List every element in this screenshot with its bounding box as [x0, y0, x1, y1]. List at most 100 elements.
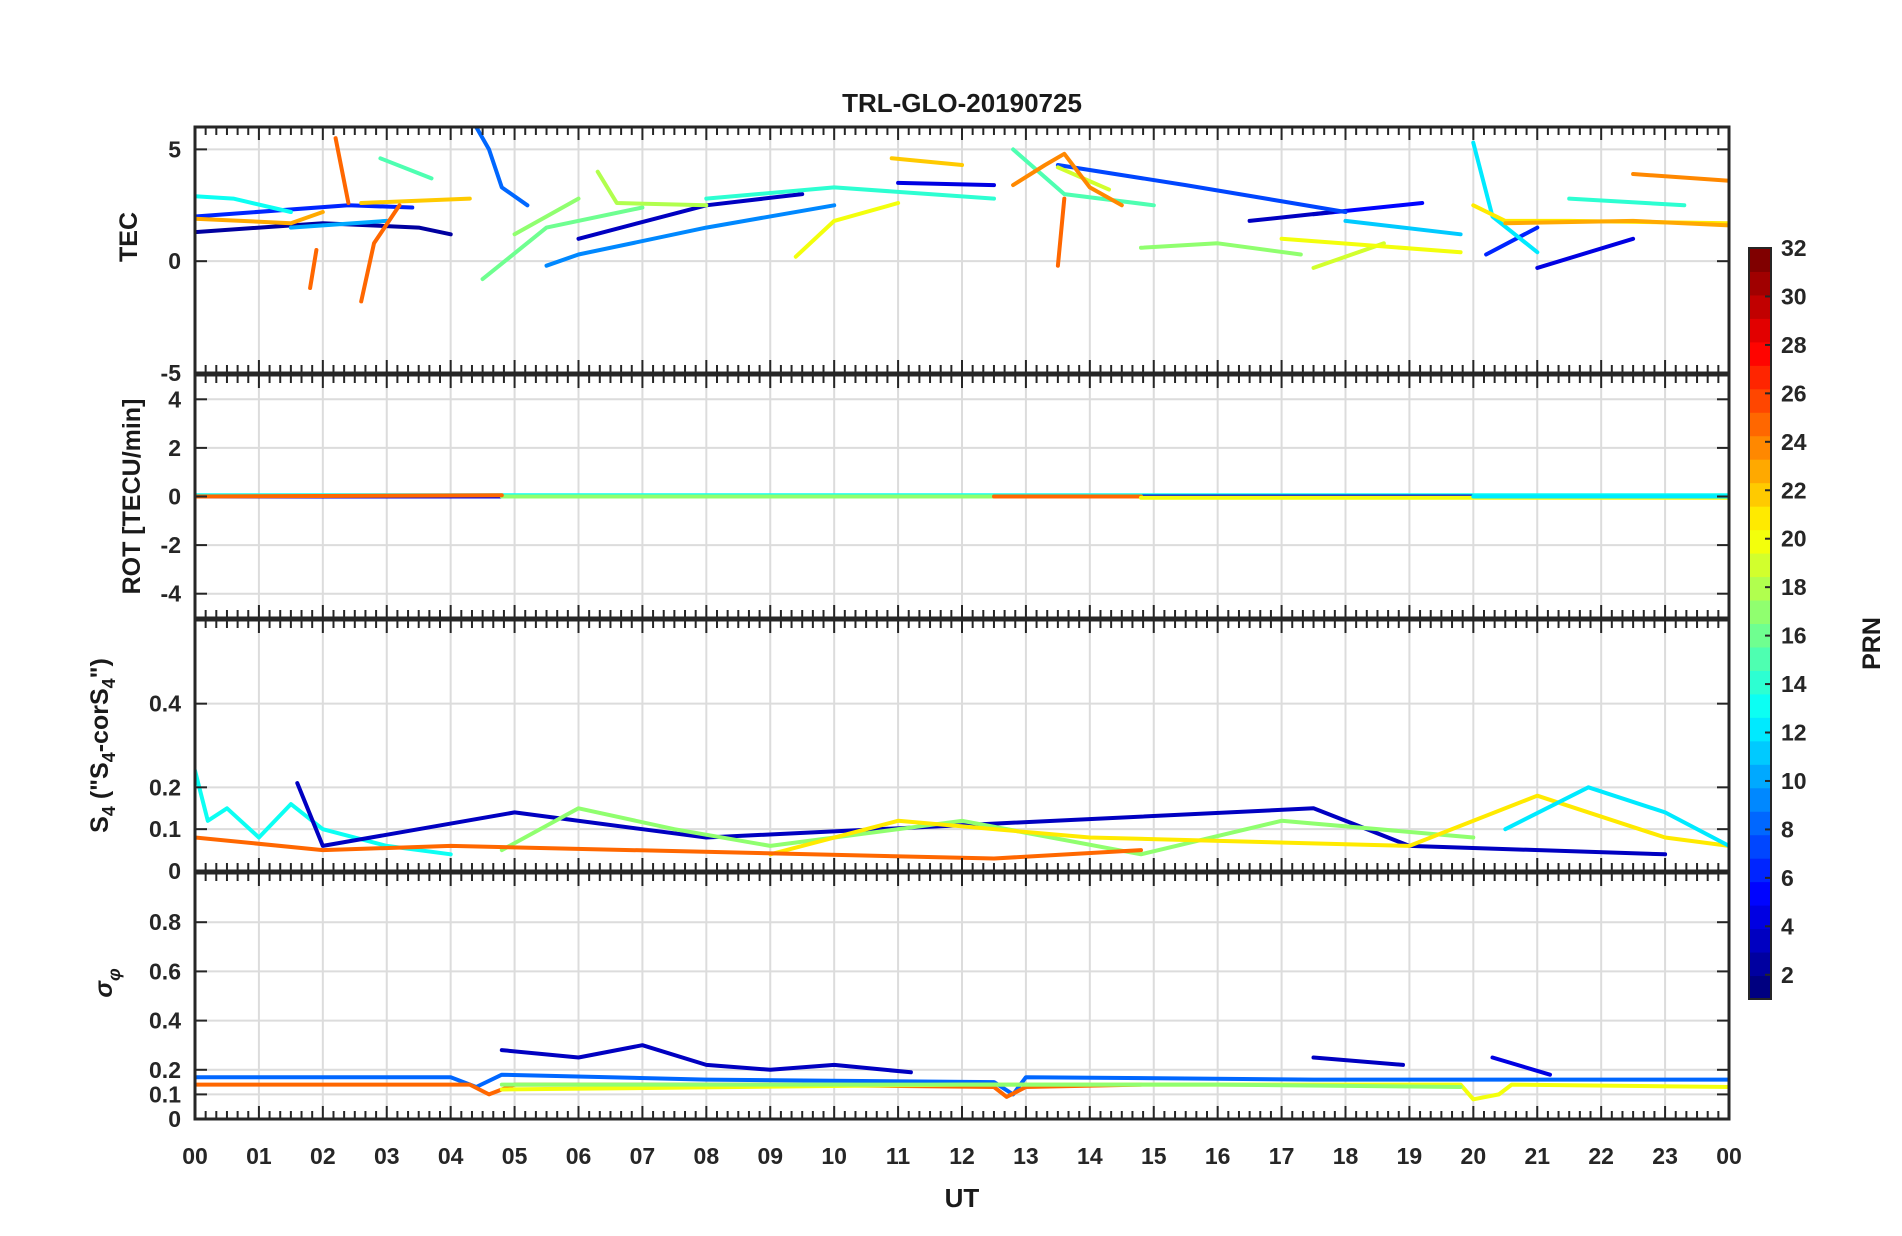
series-line-prn-18 [595, 169, 709, 208]
colorbar-tick-label: 12 [1781, 720, 1807, 746]
colorbar-tick-label: 14 [1781, 671, 1807, 697]
x-tick-label: 14 [1077, 1143, 1103, 1169]
series-line-prn-3 [1247, 210, 1335, 223]
x-tick-label: 22 [1588, 1143, 1614, 1169]
series-line-prn-11 [1343, 218, 1463, 237]
series-line-prn-10 [288, 218, 389, 230]
x-tick-label: 21 [1524, 1143, 1550, 1169]
panel-rot-x-ticks [194, 375, 1730, 618]
series-line-prn-6 [1484, 225, 1540, 257]
y-tick-label: 0.2 [149, 774, 181, 800]
series-line-prn-20 [1279, 236, 1463, 255]
series-line-prn-23 [1503, 218, 1729, 228]
colorbar-band [1749, 388, 1771, 413]
series-line-prn-21 [768, 793, 1729, 857]
series-line-prn-15 [1011, 147, 1156, 208]
colorbar-band [1749, 365, 1771, 390]
colorbar-band [1749, 975, 1771, 1000]
series-line-prn-20 [793, 201, 901, 259]
panel-tec-series [195, 127, 1729, 304]
x-tick-label: 11 [886, 1143, 911, 1169]
colorbar-band [1749, 459, 1771, 484]
colorbar-band [1749, 412, 1771, 437]
series-line-prn-25 [195, 835, 1143, 861]
series-line-prn-3 [1311, 1055, 1405, 1067]
series-line-prn-17 [499, 1082, 1463, 1089]
series-line-prn-12 [1503, 785, 1729, 848]
colorbar-tick-label: 8 [1781, 816, 1794, 842]
colorbar-tick-label: 26 [1781, 380, 1807, 406]
panel-tec-x-ticks [194, 127, 1730, 373]
panel-s4-y-label: S4 ("S4-corS4") [86, 658, 119, 833]
x-tick-label: 16 [1205, 1143, 1231, 1169]
chart-title: TRL-GLO-20190725 [842, 88, 1082, 118]
y-tick-label: 0 [168, 484, 181, 510]
colorbar-band [1749, 858, 1771, 883]
series-line-prn-24 [1631, 172, 1729, 183]
colorbar-band [1749, 764, 1771, 789]
colorbar-band [1749, 576, 1771, 601]
x-tick-label: 00 [1716, 1143, 1742, 1169]
x-tick-label: 07 [630, 1143, 656, 1169]
colorbar-band [1749, 482, 1771, 507]
series-line-prn-15 [378, 156, 434, 181]
series-line-prn-3 [295, 781, 1668, 857]
panel-sigma_phi-y-label: σφ [90, 968, 124, 998]
colorbar-band [1749, 318, 1771, 343]
y-tick-label: 0 [168, 248, 181, 274]
colorbar-band [1749, 435, 1771, 460]
colorbar-band [1749, 670, 1771, 695]
y-tick-label: 0.6 [149, 958, 181, 984]
y-tick-label: 5 [168, 136, 181, 162]
panel-tec: -5 0 5 TEC [115, 125, 1731, 386]
series-line-prn-25 [333, 136, 351, 205]
x-tick-label: 15 [1141, 1143, 1167, 1169]
series-line-prn-7 [1055, 163, 1348, 214]
colorbar-band [1749, 740, 1771, 765]
colorbar-band [1749, 294, 1771, 319]
x-tick-label: 17 [1269, 1143, 1295, 1169]
colorbar-band [1749, 506, 1771, 531]
panel-sigma_phi-series [195, 1043, 1729, 1102]
y-tick-label: -2 [161, 532, 181, 558]
colorbar-tick-label: 28 [1781, 332, 1807, 358]
panel-rot-y-label: ROT [TECU/min] [118, 399, 146, 595]
series-line-prn-4 [896, 180, 996, 188]
colorbar-band [1749, 623, 1771, 648]
y-tick-label: -4 [161, 581, 182, 607]
x-tick-label: 10 [821, 1143, 847, 1169]
y-tick-label: 0.4 [149, 1008, 181, 1034]
panel-s4: 0 0.1 0.2 0.4 S4 ("S4-corS4") [86, 618, 1731, 884]
y-tick-label: 0.8 [149, 909, 181, 935]
colorbar-tick-label: 30 [1781, 283, 1807, 309]
series-line-prn-25 [359, 203, 402, 304]
colorbar-band [1749, 529, 1771, 554]
x-axis-label: UT [945, 1183, 980, 1213]
colorbar-band [1749, 881, 1771, 906]
colorbar-tick-label: 6 [1781, 865, 1794, 891]
colorbar-tick-label: 24 [1781, 429, 1807, 455]
x-tick-label: 19 [1397, 1143, 1423, 1169]
colorbar-band [1749, 905, 1771, 930]
y-tick-label: 0.2 [149, 1057, 181, 1083]
colorbar-band [1749, 271, 1771, 296]
series-line-prn-9 [544, 203, 837, 268]
y-tick-label: 0.1 [149, 1081, 181, 1107]
colorbar-tick-label: 22 [1781, 477, 1807, 503]
series-line-prn-25 [1055, 196, 1067, 268]
colorbar-band [1749, 834, 1771, 859]
colorbar-tick-label: 32 [1781, 235, 1807, 261]
colorbar-label: PRN [1858, 617, 1886, 670]
colorbar-band [1749, 952, 1771, 977]
series-line-prn-25 [308, 248, 319, 290]
x-tick-label: 02 [310, 1143, 336, 1169]
x-tick-label: 09 [757, 1143, 783, 1169]
panel-s4-series [195, 768, 1729, 861]
y-tick-label: -5 [161, 360, 182, 386]
series-line-prn-14 [1567, 196, 1687, 208]
colorbar-frame [1748, 247, 1772, 1000]
colorbar-band [1749, 553, 1771, 578]
panel-rot: -4 -2 0 2 4 ROT [TECU/min] [118, 373, 1731, 620]
